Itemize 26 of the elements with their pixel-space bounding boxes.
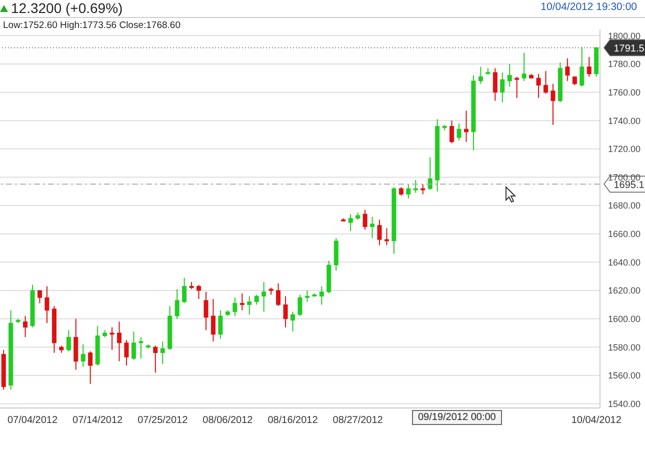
y-tick-label: 1660.00 xyxy=(608,229,641,240)
y-tick-label: 1600.00 xyxy=(608,314,641,324)
y-tick-label: 1800.00 xyxy=(608,30,641,41)
x-tick-label: 07/04/2012 xyxy=(8,415,58,426)
y-tick-label: 1760.00 xyxy=(608,87,641,98)
y-tick-label: 1680.00 xyxy=(608,200,641,211)
x-tick-label: 08/27/2012 xyxy=(332,415,384,426)
y-tick-label: 1640.00 xyxy=(608,257,641,268)
x-tick-label: 08/16/2012 xyxy=(268,415,318,426)
y-tick-label: 1540.00 xyxy=(608,398,641,409)
y-tick-label: 1620.00 xyxy=(608,286,641,296)
x-tick-label: 07/14/2012 xyxy=(72,415,124,426)
y-tick-label: 1740.00 xyxy=(608,116,641,126)
y-tick-label: 1780.00 xyxy=(608,59,641,70)
chart-subtitle: Low:1752.60 High:1773.56 Close:1768.60 xyxy=(3,20,180,31)
y-tick-label: 1560.00 xyxy=(608,370,641,381)
text: 10/04/2012 19:30:00 xyxy=(540,1,637,13)
ref-line-label: 1695.1 xyxy=(614,180,645,192)
y-tick-label: 1720.00 xyxy=(608,144,641,154)
x-tick-label: 07/25/2012 xyxy=(138,415,188,426)
chart-title: 12.3200 (+0.69%) xyxy=(11,0,123,16)
y-tick-label: 1580.00 xyxy=(608,342,641,352)
x-tick-label: 10/04/2012 xyxy=(571,415,622,426)
x-tick-label: 08/06/2012 xyxy=(202,415,254,426)
text: 09/19/2012 00:00 xyxy=(412,410,502,425)
ref-line-label: 1791.5 xyxy=(614,44,645,55)
